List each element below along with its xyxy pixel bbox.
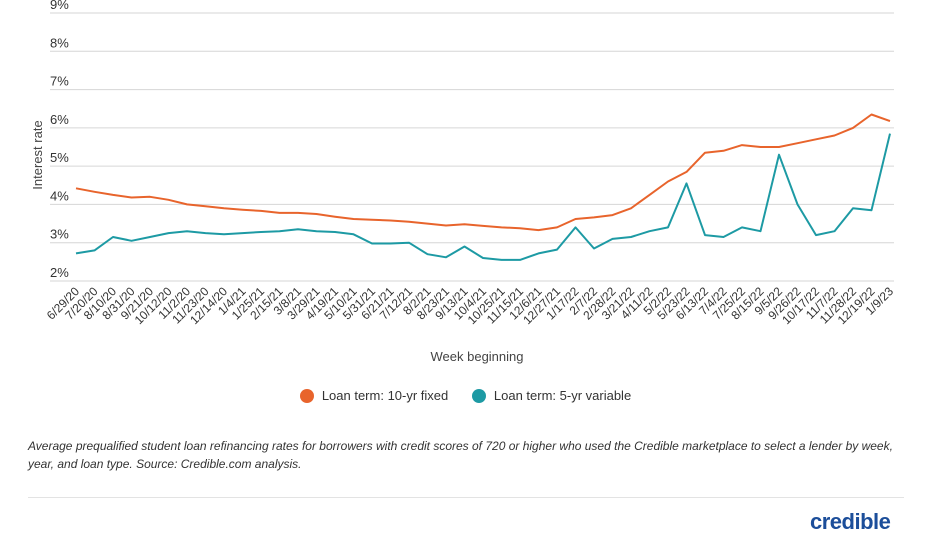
series-line-5yr-variable	[75, 133, 891, 261]
legend-item-fixed[interactable]: Loan term: 10-yr fixed	[299, 388, 449, 403]
y-tick-label: 2%	[50, 265, 69, 280]
legend-label-fixed: Loan term: 10-yr fixed	[321, 388, 449, 403]
y-axis-ticks: 2% 3% 4% 5% 6% 7% 8% 9%	[50, 0, 69, 280]
y-tick-label: 5%	[50, 150, 69, 165]
y-tick-label: 8%	[50, 35, 69, 50]
credible-logo[interactable]: credible	[810, 509, 891, 534]
y-tick-label: 3%	[50, 227, 69, 242]
legend-dot-fixed	[299, 388, 314, 403]
x-axis-title: Week beginning	[431, 349, 524, 364]
chart-caption: Average prequalified student loan refina…	[28, 439, 893, 471]
y-tick-label: 6%	[50, 112, 69, 127]
y-tick-label: 9%	[50, 0, 69, 12]
y-tick-label: 7%	[50, 74, 69, 89]
legend-label-variable: Loan term: 5-yr variable	[493, 388, 632, 403]
x-axis-ticks: 6/29/207/20/208/10/208/31/209/21/2010/12…	[44, 284, 896, 327]
legend-item-variable[interactable]: Loan term: 5-yr variable	[471, 388, 632, 403]
y-axis-title: Interest rate	[30, 120, 45, 189]
y-tick-label: 4%	[50, 188, 69, 203]
divider	[28, 497, 904, 498]
legend-dot-variable	[471, 388, 486, 403]
legend: Loan term: 10-yr fixed Loan term: 5-yr v…	[0, 388, 931, 406]
series-line-10yr-fixed	[75, 113, 891, 232]
series-lines	[75, 113, 891, 261]
line-chart: 2% 3% 4% 5% 6% 7% 8% 9% 6/29/207/20/208/10/208/…	[30, 0, 896, 364]
